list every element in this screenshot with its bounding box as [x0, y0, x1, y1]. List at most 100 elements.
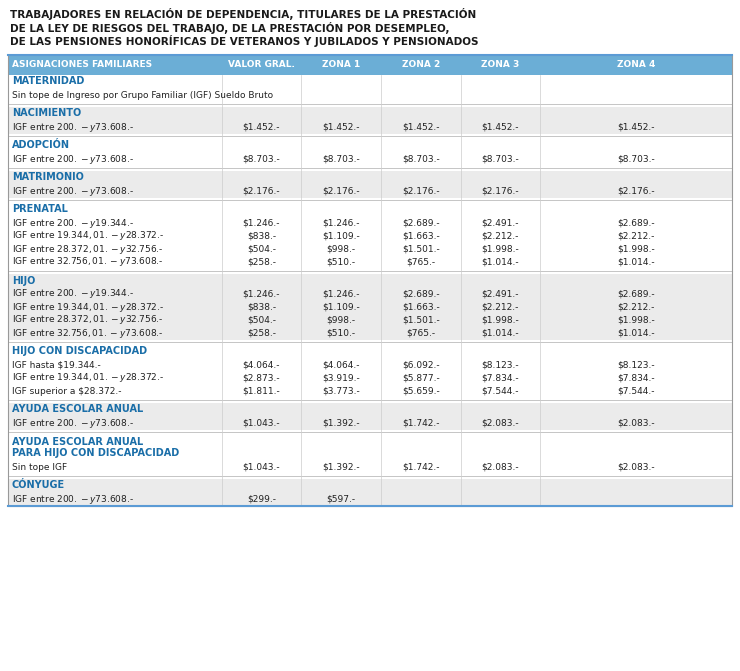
Text: IGF entre $28.372,01.- y $32.756.-: IGF entre $28.372,01.- y $32.756.-: [12, 313, 164, 327]
Bar: [8, 54, 732, 74]
Bar: [8, 229, 732, 242]
Bar: [8, 301, 732, 313]
Text: IGF entre $32.756,01.- y $73.608.-: IGF entre $32.756,01.- y $73.608.-: [12, 327, 164, 340]
Text: $838.-: $838.-: [247, 231, 276, 240]
Text: IGF entre $200.- y $73.608.-: IGF entre $200.- y $73.608.-: [12, 121, 134, 134]
Text: $2.176.-: $2.176.-: [617, 187, 654, 195]
Text: $7.544.-: $7.544.-: [482, 386, 519, 395]
Bar: [8, 217, 732, 229]
Bar: [8, 287, 732, 301]
Text: IGF entre $200.- y $73.608.-: IGF entre $200.- y $73.608.-: [12, 493, 134, 505]
Text: IGF entre $19.344,01.- y $28.372.-: IGF entre $19.344,01.- y $28.372.-: [12, 301, 164, 313]
Bar: [8, 478, 732, 493]
Text: $1.452.-: $1.452.-: [617, 123, 654, 132]
Bar: [8, 460, 732, 474]
Text: $258.-: $258.-: [247, 329, 276, 338]
Text: $1.998.-: $1.998.-: [482, 244, 519, 254]
Bar: [8, 242, 732, 256]
Text: IGF entre $200.- y $19.344.-: IGF entre $200.- y $19.344.-: [12, 217, 134, 229]
Bar: [8, 327, 732, 340]
Text: $1.742.-: $1.742.-: [402, 462, 440, 472]
Text: ZONA 4: ZONA 4: [617, 60, 655, 69]
Text: HIJO: HIJO: [12, 276, 36, 285]
Text: $1.452.-: $1.452.-: [402, 123, 440, 132]
Text: $299.-: $299.-: [247, 495, 276, 503]
Bar: [8, 358, 732, 372]
Text: PARA HIJO CON DISCAPACIDAD: PARA HIJO CON DISCAPACIDAD: [12, 448, 179, 458]
Text: MATERNIDAD: MATERNIDAD: [12, 76, 84, 87]
Text: $7.834.-: $7.834.-: [482, 374, 519, 382]
Bar: [8, 74, 732, 89]
Text: $8.123.-: $8.123.-: [617, 360, 654, 370]
Text: HIJO CON DISCAPACIDAD: HIJO CON DISCAPACIDAD: [12, 346, 147, 356]
Text: IGF hasta $19.344.-: IGF hasta $19.344.-: [12, 360, 101, 370]
Text: $1.014.-: $1.014.-: [482, 329, 519, 338]
Text: $1.109.-: $1.109.-: [322, 231, 360, 240]
Text: IGF entre $19.344,01.- y $28.372.-: IGF entre $19.344,01.- y $28.372.-: [12, 372, 164, 384]
Text: ZONA 2: ZONA 2: [402, 60, 440, 69]
Text: $1.811.-: $1.811.-: [243, 386, 280, 395]
Bar: [8, 152, 732, 166]
Text: $1.246.-: $1.246.-: [243, 219, 280, 227]
Text: $1.452.-: $1.452.-: [243, 123, 280, 132]
Bar: [8, 54, 732, 505]
Text: IGF entre $19.344,01.- y $28.372.-: IGF entre $19.344,01.- y $28.372.-: [12, 229, 164, 242]
Text: IGF entre $200.- y $73.608.-: IGF entre $200.- y $73.608.-: [12, 152, 134, 166]
Text: $765.-: $765.-: [406, 258, 435, 266]
Text: $2.689.-: $2.689.-: [402, 219, 440, 227]
Text: $838.-: $838.-: [247, 303, 276, 311]
Text: Sin tope IGF: Sin tope IGF: [12, 462, 67, 472]
Bar: [8, 274, 732, 287]
Text: $7.544.-: $7.544.-: [617, 386, 654, 395]
Text: ZONA 1: ZONA 1: [322, 60, 360, 69]
Text: $1.998.-: $1.998.-: [617, 244, 655, 254]
Bar: [8, 344, 732, 358]
Bar: [8, 435, 732, 460]
Text: $2.689.-: $2.689.-: [617, 289, 654, 299]
Text: DE LAS PENSIONES HONORÍFICAS DE VETERANOS Y JUBILADOS Y PENSIONADOS: DE LAS PENSIONES HONORÍFICAS DE VETERANO…: [10, 35, 479, 47]
Bar: [8, 170, 732, 185]
Text: $2.083.-: $2.083.-: [617, 419, 654, 427]
Text: $2.176.-: $2.176.-: [402, 187, 440, 195]
Text: VALOR GRAL.: VALOR GRAL.: [228, 60, 295, 69]
Text: $3.919.-: $3.919.-: [322, 374, 360, 382]
Text: ZONA 3: ZONA 3: [481, 60, 519, 69]
Text: $1.742.-: $1.742.-: [402, 419, 440, 427]
Text: IGF entre $200.- y $19.344.-: IGF entre $200.- y $19.344.-: [12, 287, 134, 301]
Bar: [8, 203, 732, 217]
Text: $1.392.-: $1.392.-: [322, 462, 360, 472]
Text: $1.501.-: $1.501.-: [402, 315, 440, 325]
Text: AYUDA ESCOLAR ANUAL: AYUDA ESCOLAR ANUAL: [12, 437, 144, 447]
Text: $2.212.-: $2.212.-: [617, 303, 654, 311]
Text: $8.703.-: $8.703.-: [482, 154, 519, 164]
Text: $2.212.-: $2.212.-: [482, 231, 519, 240]
Text: NACIMIENTO: NACIMIENTO: [12, 109, 81, 119]
Text: $1.043.-: $1.043.-: [243, 462, 280, 472]
Text: $5.877.-: $5.877.-: [402, 374, 440, 382]
Text: $998.-: $998.-: [326, 244, 356, 254]
Text: $8.123.-: $8.123.-: [482, 360, 519, 370]
Text: $1.663.-: $1.663.-: [402, 303, 440, 311]
Text: DE LA LEY DE RIESGOS DEL TRABAJO, DE LA PRESTACIÓN POR DESEMPLEO,: DE LA LEY DE RIESGOS DEL TRABAJO, DE LA …: [10, 21, 449, 34]
Text: $1.043.-: $1.043.-: [243, 419, 280, 427]
Bar: [8, 107, 732, 121]
Text: $510.-: $510.-: [326, 329, 356, 338]
Text: IGF superior a $28.372.-: IGF superior a $28.372.-: [12, 386, 121, 395]
Text: $2.212.-: $2.212.-: [482, 303, 519, 311]
Text: $1.452.-: $1.452.-: [323, 123, 360, 132]
Text: $1.998.-: $1.998.-: [482, 315, 519, 325]
Bar: [8, 256, 732, 268]
Text: $2.491.-: $2.491.-: [482, 289, 519, 299]
Text: PRENATAL: PRENATAL: [12, 205, 68, 215]
Text: $1.246.-: $1.246.-: [243, 289, 280, 299]
Text: IGF entre $28.372,01.- y $32.756.-: IGF entre $28.372,01.- y $32.756.-: [12, 242, 164, 256]
Bar: [8, 313, 732, 327]
Text: $2.491.-: $2.491.-: [482, 219, 519, 227]
Text: $597.-: $597.-: [326, 495, 356, 503]
Text: $2.873.-: $2.873.-: [243, 374, 280, 382]
Text: $2.212.-: $2.212.-: [617, 231, 654, 240]
Text: $504.-: $504.-: [247, 315, 276, 325]
Text: $4.064.-: $4.064.-: [243, 360, 280, 370]
Text: $2.689.-: $2.689.-: [402, 289, 440, 299]
Text: CÓNYUGE: CÓNYUGE: [12, 480, 65, 491]
